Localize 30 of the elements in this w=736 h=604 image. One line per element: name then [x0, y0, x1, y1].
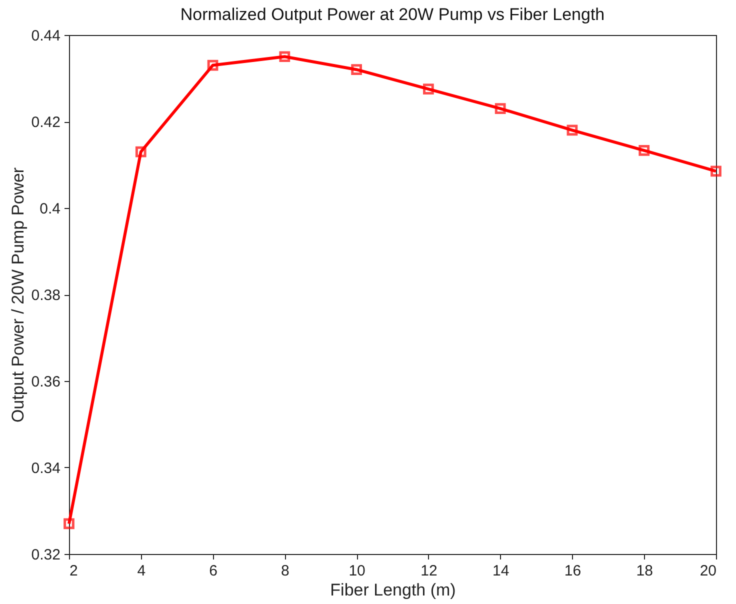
- x-tick-label: 6: [209, 562, 218, 580]
- x-tick-label: 4: [137, 562, 146, 580]
- y-tick-label: 0.44: [31, 28, 60, 44]
- y-tick-label: 0.36: [31, 374, 60, 390]
- y-axis-title: Output Power / 20W Pump Power: [8, 167, 28, 423]
- y-tick-label: 0.34: [31, 460, 60, 477]
- point: [638, 145, 650, 156]
- x-tick-label: 16: [564, 562, 582, 580]
- x-tick-label: 8: [280, 562, 290, 580]
- x-tick-label: 18: [636, 562, 653, 580]
- point: [135, 146, 146, 158]
- x-tick-label: 12: [420, 562, 438, 580]
- point: [279, 51, 290, 62]
- point: [494, 103, 506, 114]
- point: [207, 60, 218, 71]
- y-tick-label: 0.32: [31, 546, 60, 564]
- point: [566, 124, 578, 136]
- x-tick-label: 10: [348, 562, 366, 580]
- point: [64, 518, 74, 530]
- y-tick-label: 0.4: [40, 200, 60, 218]
- x-tick-label: 14: [492, 562, 510, 580]
- x-tick-label: 20: [700, 562, 716, 580]
- point: [423, 84, 434, 94]
- point: [710, 166, 722, 177]
- y-tick-label: 0.42: [31, 114, 60, 131]
- y-tick-label: 0.38: [31, 287, 60, 304]
- chart-title: Normalized Output Power at 20W Pump vs Fiber Length: [180, 5, 605, 24]
- x-tick-label: 2: [70, 562, 78, 580]
- point: [351, 64, 362, 76]
- x-axis-title: Fiber Length (m): [330, 580, 456, 600]
